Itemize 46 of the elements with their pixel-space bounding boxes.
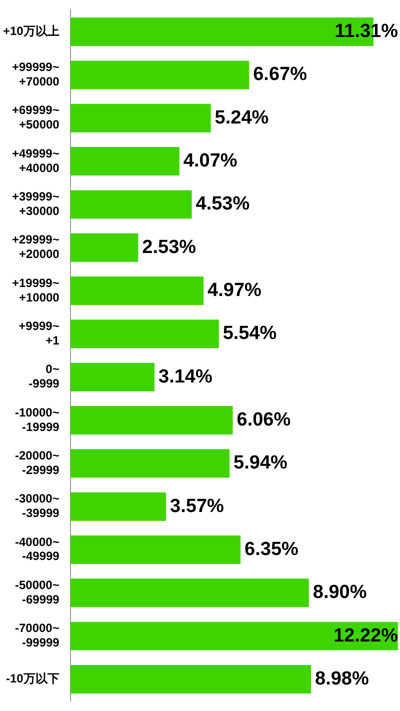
data-label: 6.35% — [244, 538, 299, 560]
bar — [70, 104, 211, 132]
bar — [70, 276, 204, 305]
bar — [70, 535, 241, 564]
bar — [70, 492, 166, 521]
data-label: 6.06% — [236, 409, 291, 430]
y-tick-label: -30000~ -39999 — [14, 492, 60, 520]
y-tick-label: +29999~ +20000 — [12, 232, 60, 262]
data-label: 3.57% — [170, 496, 224, 517]
bar — [70, 622, 398, 650]
data-label: 8.98% — [315, 668, 369, 690]
y-tick-label: +39999~ +30000 — [12, 190, 60, 218]
bar — [70, 406, 233, 434]
data-label: 12.22% — [334, 625, 398, 646]
y-tick-label: +49999~ +40000 — [12, 146, 60, 175]
bar — [70, 233, 138, 262]
bar — [70, 60, 250, 90]
data-label: 6.67% — [253, 64, 308, 86]
data-label: 5.24% — [214, 107, 269, 128]
data-label: 8.90% — [312, 582, 367, 604]
data-label: 4.53% — [196, 194, 250, 215]
bar — [70, 362, 155, 392]
y-tick-label: -10000~ -19999 — [14, 405, 60, 434]
bar — [70, 190, 192, 219]
bar — [70, 147, 180, 176]
data-label: 5.94% — [234, 452, 288, 474]
y-tick-label: -50000~ -69999 — [14, 578, 60, 606]
bar — [70, 320, 219, 348]
y-tick-label: -20000~ -29999 — [14, 448, 60, 477]
data-label: 4.97% — [208, 280, 262, 301]
data-label: 5.54% — [222, 323, 277, 344]
y-tick-label: +69999~ +50000 — [12, 103, 60, 132]
bar — [70, 449, 230, 478]
y-tick-label: -10万以下 — [6, 672, 60, 686]
data-label: 4.07% — [183, 150, 238, 172]
y-tick-label: +99999~ +70000 — [12, 60, 60, 88]
data-label: 3.14% — [158, 366, 212, 388]
bar — [70, 578, 309, 608]
data-label: 2.53% — [142, 236, 196, 258]
y-tick-label: 0~ -9999 — [28, 362, 60, 391]
y-tick-label: -70000~ -99999 — [14, 621, 60, 650]
y-tick-label: -40000~ -49999 — [14, 534, 60, 564]
y-tick-label: +10万以上 — [2, 24, 60, 38]
bar — [70, 664, 312, 694]
y-tick-label: +9999~ +1 — [18, 319, 60, 348]
y-tick-label: +19999~ +10000 — [12, 276, 60, 304]
